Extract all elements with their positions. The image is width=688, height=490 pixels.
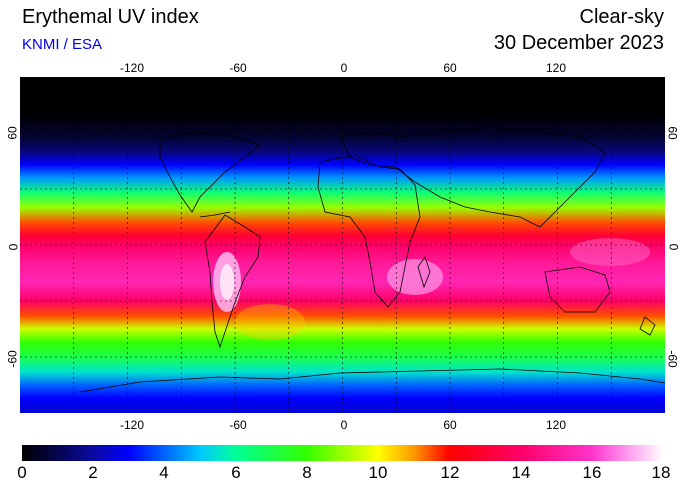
colorbar-label: 12 (440, 463, 460, 482)
lon-tick-top: -120 (119, 61, 145, 75)
antarctica-coast (79, 368, 665, 393)
lon-tick-bottom: 120 (545, 418, 567, 432)
colorbar-label: 0 (17, 463, 27, 482)
uv-colorbar (22, 445, 663, 461)
map-date: 30 December 2023 (493, 32, 664, 54)
lon-tick-bottom: -60 (229, 418, 247, 432)
colorbar-label: 6 (231, 463, 241, 482)
colorbar-label: 16 (582, 463, 602, 482)
colorbar-label: 18 (651, 463, 671, 482)
sky-condition-label: Clear-sky (579, 6, 664, 28)
lat-tick-right: -60 (665, 350, 680, 368)
lon-tick-bottom: 0 (340, 418, 348, 432)
colorbar-label: 2 (88, 463, 98, 482)
coastlines (79, 126, 665, 393)
lon-tick-top: 60 (443, 61, 457, 75)
south-atlantic-uv-dip (235, 304, 305, 340)
central-america-coast (199, 211, 231, 218)
lat-tick-left: -60 (5, 350, 20, 368)
new-zealand-coast (639, 316, 656, 336)
colorbar-label: 10 (368, 463, 388, 482)
uv-index-map (20, 77, 665, 413)
colorbar-label: 4 (159, 463, 169, 482)
western-pacific-uv-band (570, 238, 650, 266)
lon-tick-bottom: -120 (119, 418, 145, 432)
lat-tick-left: 0 (6, 243, 21, 251)
lon-tick-top: -60 (229, 61, 247, 75)
australia-coast (544, 266, 611, 313)
data-credit: KNMI / ESA (22, 36, 103, 53)
south-america-coast (204, 214, 261, 349)
southern-africa-uv-maximum (387, 259, 443, 295)
lon-tick-top: 0 (340, 61, 348, 75)
lat-tick-right: 0 (666, 243, 681, 251)
lon-tick-top: 120 (545, 61, 567, 75)
eurasia-coast (339, 126, 606, 228)
colorbar-gradient (22, 445, 663, 461)
lat-tick-left: 60 (5, 126, 20, 140)
africa-coast (317, 154, 421, 308)
andes-uv-core (220, 264, 234, 300)
map-title: Erythemal UV index (22, 6, 199, 28)
colorbar-label: 14 (511, 463, 531, 482)
lon-tick-bottom: 60 (443, 418, 457, 432)
graticule (20, 77, 665, 413)
lat-tick-right: 60 (665, 126, 680, 140)
madagascar-coast (417, 256, 431, 289)
colorbar-label: 8 (302, 463, 312, 482)
